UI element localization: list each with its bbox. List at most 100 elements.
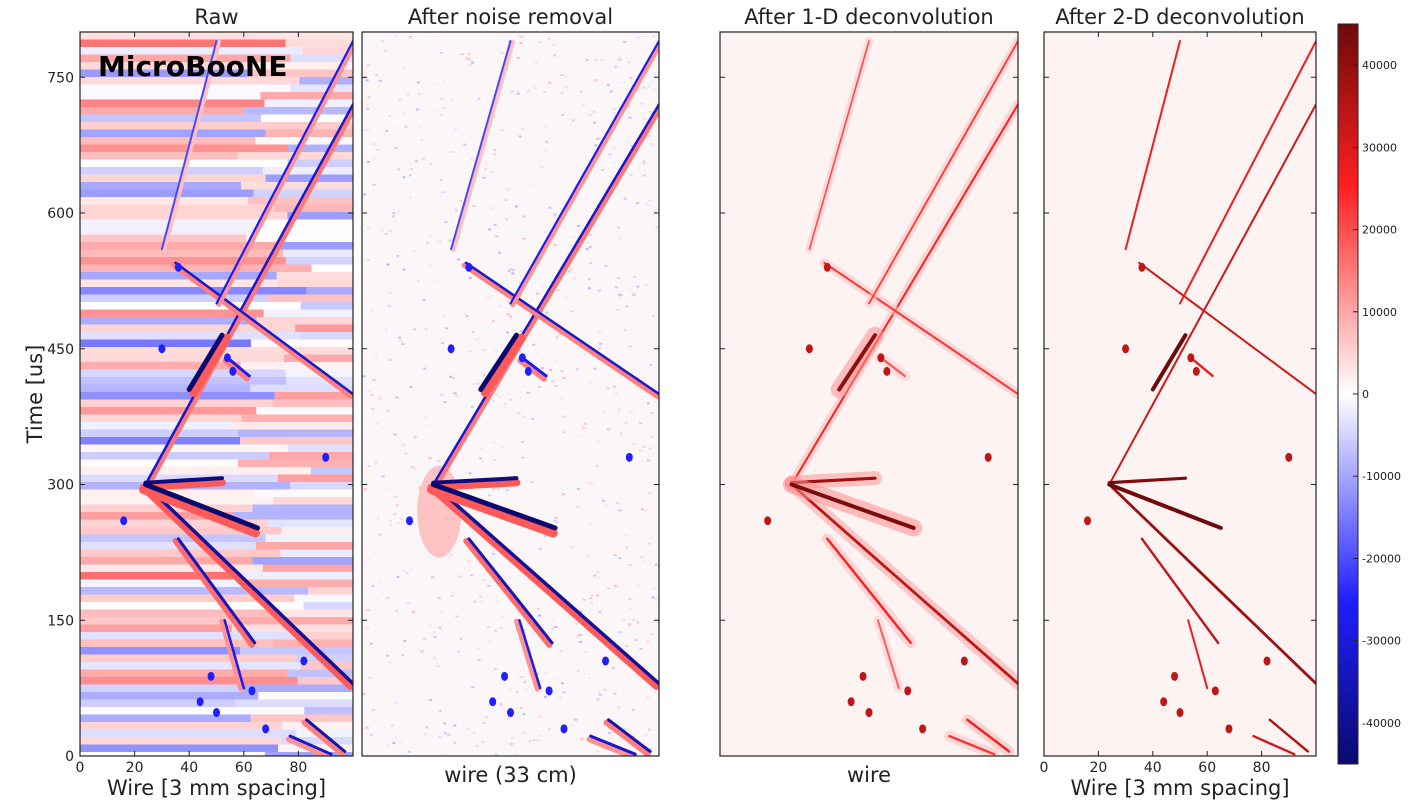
noise-speckle	[395, 396, 399, 399]
noise-speckle	[498, 305, 502, 308]
noise-speckle	[617, 503, 621, 506]
noise-speckle	[545, 311, 549, 314]
noise-speckle	[646, 402, 650, 405]
track-positive-lobe	[586, 736, 637, 756]
noise-speckle	[439, 352, 443, 355]
noise-speckle	[382, 726, 386, 729]
noise-speckle	[618, 408, 622, 411]
noise-stripe	[246, 234, 353, 242]
noise-stripe	[280, 549, 353, 557]
noise-speckle	[362, 193, 366, 196]
noise-speckle	[649, 142, 653, 145]
noise-speckle	[626, 562, 630, 565]
noise-speckle	[618, 58, 622, 61]
noise-speckle	[445, 327, 449, 330]
noise-speckle	[553, 577, 557, 580]
noise-speckle	[547, 223, 551, 226]
noise-speckle	[394, 120, 398, 123]
noise-speckle	[628, 345, 632, 348]
noise-speckle	[644, 733, 648, 736]
track-positive-lobe	[517, 357, 547, 382]
noise-speckle	[416, 81, 420, 84]
noise-speckle	[418, 487, 422, 490]
noise-speckle	[608, 153, 612, 156]
track-bottom-right-low	[948, 734, 996, 756]
noise-speckle	[505, 199, 509, 202]
noise-speckle	[481, 460, 485, 463]
noise-stripe	[80, 324, 296, 332]
noise-speckle	[431, 576, 435, 579]
noise-speckle	[370, 394, 374, 397]
noise-speckle	[621, 713, 625, 716]
noise-speckle	[484, 495, 488, 498]
charge-blob	[1211, 686, 1219, 696]
noise-speckle	[476, 111, 480, 114]
noise-speckle	[508, 268, 512, 271]
noise-speckle	[407, 750, 411, 753]
noise-speckle	[638, 87, 642, 90]
noise-speckle	[559, 319, 563, 322]
noise-speckle	[624, 727, 628, 730]
panel-1d-deconvolution: After 1-D deconvolution wire	[719, 5, 1019, 787]
noise-stripe	[250, 714, 353, 722]
noise-speckle	[506, 260, 510, 263]
noise-speckle	[495, 235, 499, 238]
track-positive-lobe	[139, 484, 353, 690]
noise-speckle	[468, 64, 472, 67]
noise-speckle	[612, 72, 616, 75]
noise-speckle	[536, 34, 540, 37]
noise-speckle	[522, 237, 526, 240]
noise-speckle	[642, 160, 646, 163]
noise-speckle	[628, 112, 632, 115]
plot-frame	[1043, 31, 1317, 757]
track-positive-lobe	[172, 537, 255, 648]
colorbar-tick-label: 0	[1362, 388, 1369, 401]
noise-speckle	[612, 111, 616, 114]
noise-speckle	[447, 698, 451, 701]
noise-speckle	[625, 546, 629, 549]
track-lower-branch-tail	[223, 619, 246, 690]
noise-speckle	[510, 742, 514, 745]
noise-speckle	[619, 432, 623, 435]
noise-speckle	[636, 285, 640, 288]
noise-speckle	[482, 176, 486, 179]
noise-speckle	[470, 158, 474, 161]
plot-frame	[79, 31, 354, 757]
x-tick-label: 80	[289, 760, 307, 776]
noise-speckle	[406, 602, 410, 605]
noise-speckle	[560, 443, 564, 446]
plot-background	[1044, 32, 1316, 756]
noise-stripe	[287, 212, 353, 220]
noise-speckle	[627, 623, 631, 626]
noise-stripe	[80, 557, 253, 565]
noise-speckle	[652, 34, 656, 37]
noise-speckle	[569, 723, 573, 726]
noise-stripe	[80, 279, 278, 287]
noise-stripe	[80, 167, 263, 175]
noise-speckle	[366, 484, 370, 487]
noise-speckle	[582, 426, 586, 429]
noise-stripe	[240, 647, 353, 655]
noise-speckle	[422, 299, 426, 302]
noise-speckle	[592, 110, 596, 113]
noise-speckle	[603, 394, 607, 397]
noise-stripe	[80, 77, 300, 85]
noise-speckle	[407, 93, 411, 96]
noise-speckle	[509, 688, 513, 691]
noise-speckle	[481, 740, 485, 743]
noise-stripe	[262, 564, 353, 572]
plot-frame	[719, 31, 1019, 757]
noise-speckle	[487, 584, 491, 587]
noise-speckle	[383, 124, 387, 127]
noise-speckle	[514, 752, 518, 755]
charge-blob	[1122, 344, 1130, 354]
noise-speckle	[364, 129, 368, 132]
colorbar-tick-label: 10000	[1362, 306, 1397, 319]
noise-speckle	[657, 597, 659, 600]
noise-speckle	[412, 175, 416, 178]
noise-speckle	[618, 631, 622, 634]
noise-speckle	[453, 392, 457, 395]
track-upper-left-diagonal	[1124, 40, 1181, 251]
noise-speckle	[401, 342, 405, 345]
noise-speckle	[613, 532, 617, 535]
